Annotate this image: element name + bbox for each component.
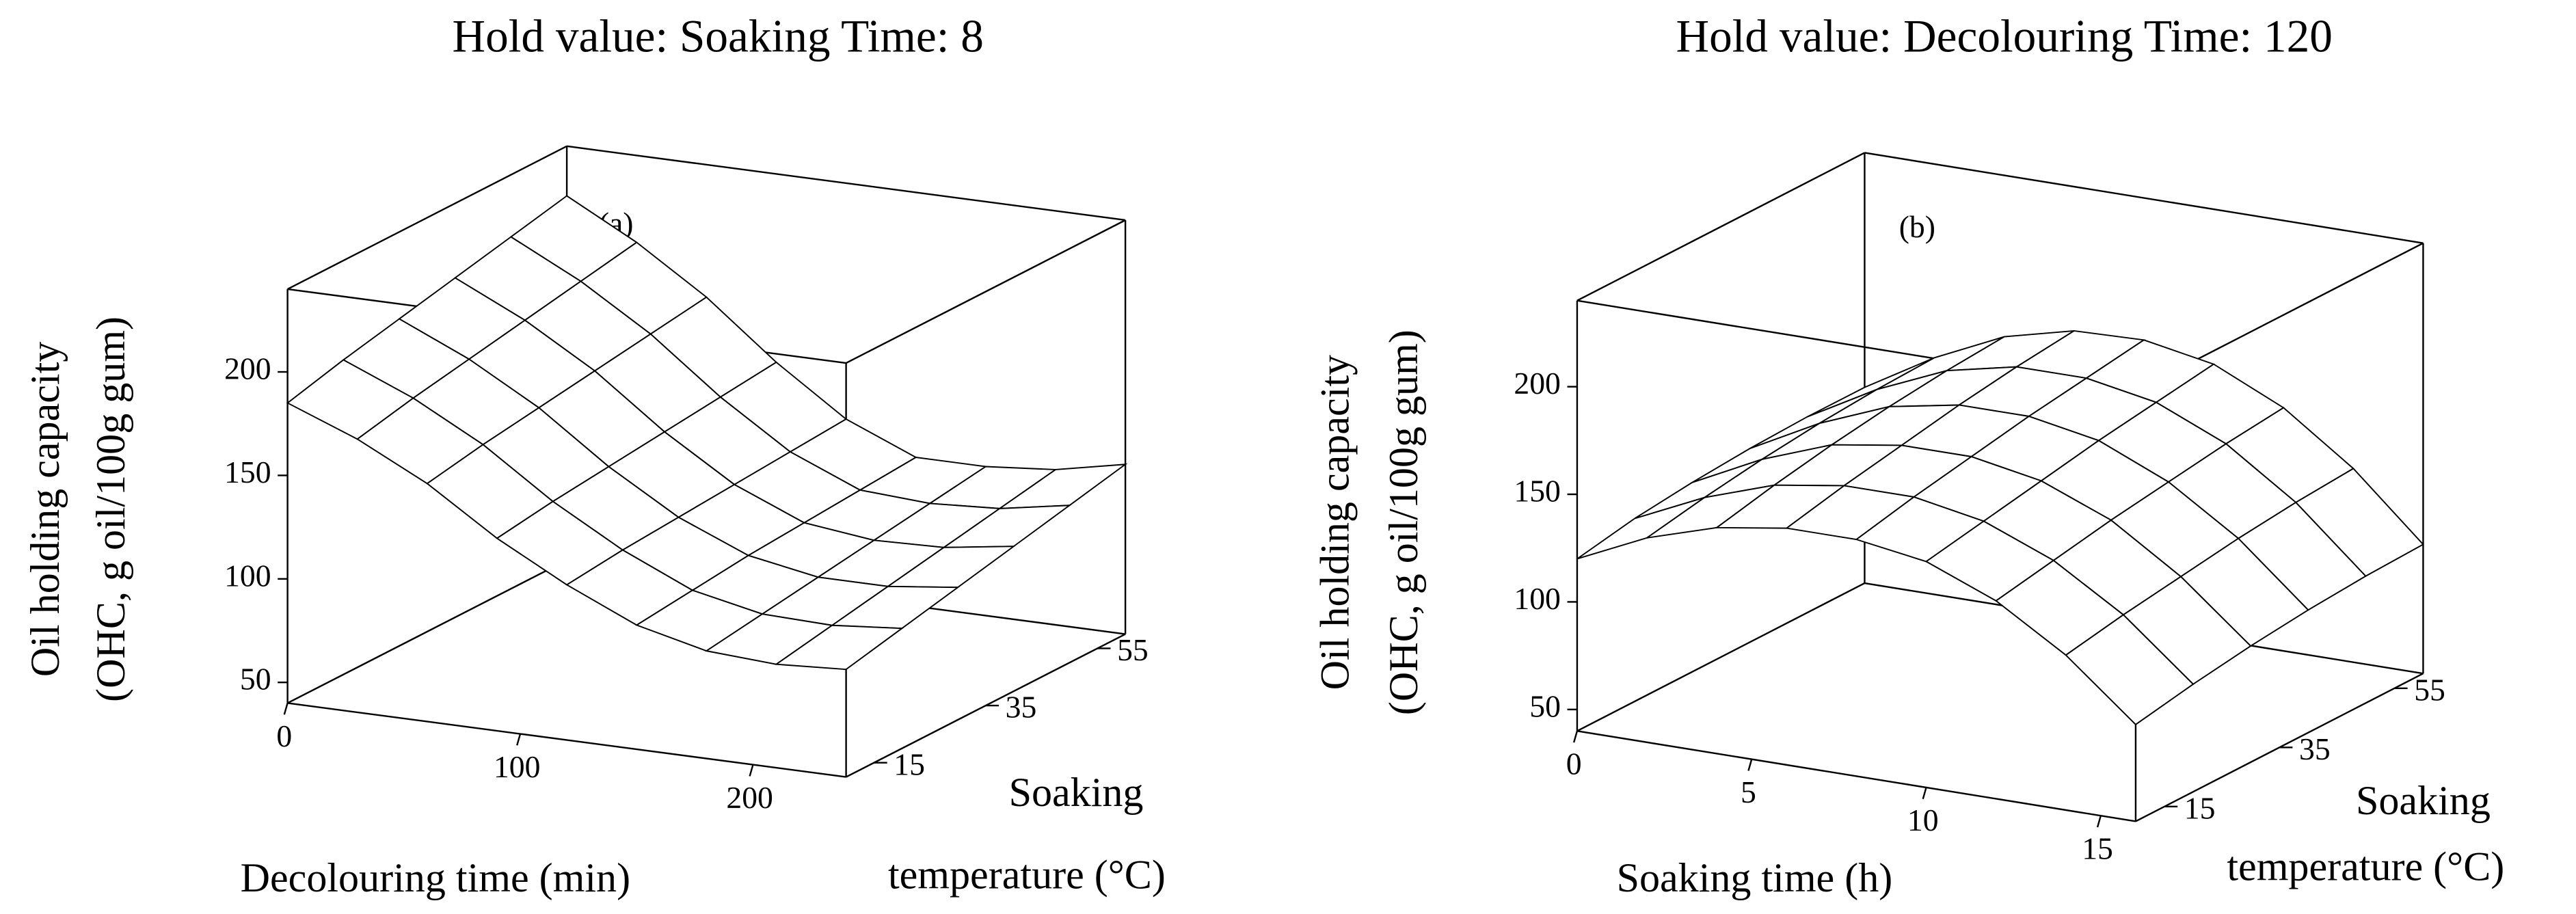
y-axis-label: temperature (°C) bbox=[2227, 843, 2504, 889]
y-axis-label: Soaking bbox=[1009, 769, 1144, 815]
x-axis-label: Decolouring time (min) bbox=[241, 855, 630, 900]
z-tick-label: 50 bbox=[1529, 688, 1561, 723]
box-edge bbox=[846, 219, 1126, 364]
x-tick-label: 0 bbox=[1566, 747, 1582, 781]
z-tick-label: 200 bbox=[224, 351, 271, 386]
z-axis-label: (OHC, g oil/100g gum) bbox=[1380, 330, 1426, 715]
z-tick-label: 150 bbox=[1514, 474, 1560, 509]
box-edge bbox=[1577, 582, 1865, 732]
z-tick-label: 150 bbox=[224, 455, 271, 489]
z-tick-label: 100 bbox=[224, 558, 271, 593]
surface-chart: Hold value: Decolouring Time: 120(b)5010… bbox=[1311, 11, 2504, 901]
chart-title: Hold value: Decolouring Time: 120 bbox=[1676, 11, 2333, 62]
y-tick-label: 35 bbox=[2299, 731, 2331, 766]
z-tick-label: 200 bbox=[1514, 366, 1560, 401]
box-edge bbox=[1577, 152, 1865, 301]
x-tick bbox=[1747, 759, 1753, 771]
z-axis-label: Oil holding capacity bbox=[22, 342, 68, 677]
y-tick-label: 35 bbox=[1006, 690, 1037, 725]
z-axis-label: Oil holding capacity bbox=[1311, 355, 1357, 690]
x-tick bbox=[1922, 787, 1927, 800]
y-axis-label: temperature (°C) bbox=[888, 851, 1166, 897]
z-tick-label: 100 bbox=[1514, 581, 1560, 616]
z-tick-label: 50 bbox=[240, 662, 271, 697]
y-tick-label: 55 bbox=[1117, 632, 1149, 667]
x-tick bbox=[283, 703, 289, 715]
surface-cell bbox=[774, 624, 904, 671]
x-tick bbox=[749, 764, 754, 777]
x-tick-label: 100 bbox=[494, 749, 540, 784]
box-edge bbox=[287, 145, 567, 290]
y-tick-label: 55 bbox=[2414, 673, 2445, 708]
x-tick bbox=[516, 734, 522, 746]
x-tick bbox=[1572, 730, 1579, 743]
x-tick bbox=[2096, 815, 2102, 828]
y-axis-label: Soaking bbox=[2356, 777, 2491, 823]
x-tick-label: 200 bbox=[726, 780, 773, 815]
x-axis-label: Soaking time (h) bbox=[1617, 855, 1893, 900]
x-tick-label: 10 bbox=[1907, 803, 1939, 837]
box-edge bbox=[566, 145, 1126, 221]
chart-title: Hold value: Soaking Time: 8 bbox=[453, 11, 984, 62]
x-tick-label: 5 bbox=[1741, 775, 1756, 809]
box-edge bbox=[287, 702, 846, 778]
box-edge bbox=[1864, 152, 2424, 244]
box-edge bbox=[1577, 730, 2136, 822]
surface-chart: Hold value: Soaking Time: 8(a)5010015020… bbox=[22, 11, 1166, 901]
z-axis-label: (OHC, g oil/100g gum) bbox=[88, 317, 133, 702]
panel-label: (b) bbox=[1899, 209, 1935, 244]
y-tick-label: 15 bbox=[894, 747, 925, 781]
x-tick-label: 0 bbox=[276, 718, 292, 753]
y-tick-label: 15 bbox=[2184, 791, 2216, 826]
x-tick-label: 15 bbox=[2082, 831, 2113, 866]
box-edge bbox=[287, 559, 567, 704]
surface-cell bbox=[2065, 614, 2195, 726]
